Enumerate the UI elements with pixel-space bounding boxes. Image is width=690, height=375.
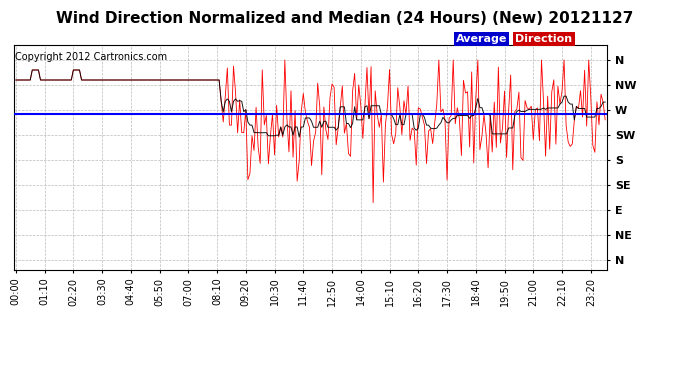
Text: Average: Average [456, 34, 507, 44]
Text: Direction: Direction [515, 34, 572, 44]
Text: Copyright 2012 Cartronics.com: Copyright 2012 Cartronics.com [15, 52, 167, 62]
Text: Wind Direction Normalized and Median (24 Hours) (New) 20121127: Wind Direction Normalized and Median (24… [57, 11, 633, 26]
